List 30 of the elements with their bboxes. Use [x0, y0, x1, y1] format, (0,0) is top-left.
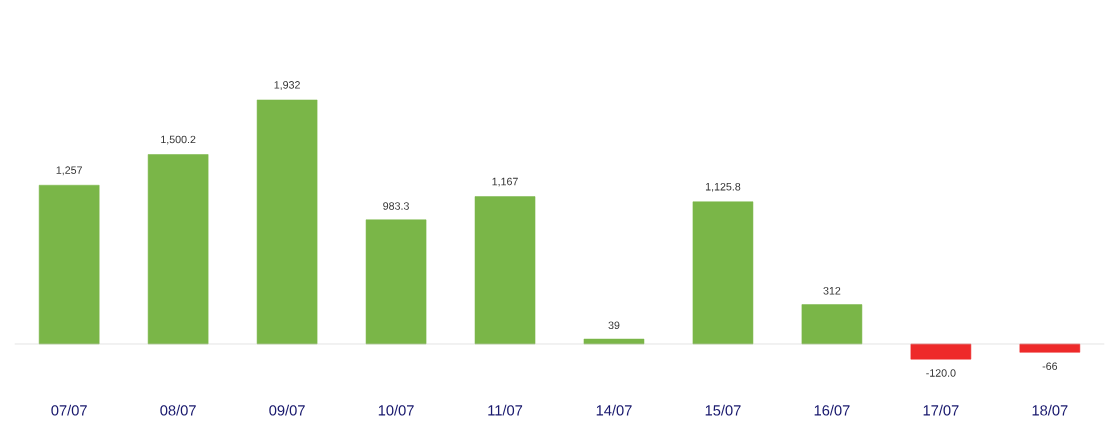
bar: [583, 338, 645, 345]
data-label: 1,167: [492, 177, 518, 187]
x-tick-label: 08/07: [160, 404, 196, 416]
x-tick-label: 15/07: [705, 404, 741, 416]
x-tick-label: 18/07: [1032, 404, 1068, 416]
x-tick-label: 09/07: [269, 404, 305, 416]
bar: [256, 99, 318, 345]
data-label: -66: [1042, 362, 1058, 370]
bar: [801, 304, 863, 345]
data-label: 1,125.8: [705, 182, 741, 192]
data-label: 1,932: [274, 81, 300, 90]
data-label: 1,500.2: [161, 135, 196, 145]
bar: [1019, 343, 1081, 353]
data-label: 1,257: [56, 166, 82, 176]
bar: [910, 343, 972, 360]
x-tick-label: 07/07: [51, 404, 87, 416]
x-tick-label: 16/07: [814, 404, 850, 416]
bar: [38, 184, 100, 345]
x-tick-label: 11/07: [488, 404, 523, 416]
data-label: -120.0: [926, 369, 956, 377]
x-tick-label: 17/07: [923, 404, 959, 416]
x-tick-label: 14/07: [596, 404, 632, 416]
data-label: 312: [823, 286, 841, 295]
bar: [692, 201, 754, 345]
x-tick-label: 10/07: [378, 404, 414, 416]
bar: [365, 219, 427, 345]
data-label: 983.3: [383, 202, 409, 210]
bar: [147, 154, 209, 345]
bar: [474, 196, 536, 345]
data-label: 39: [608, 321, 620, 329]
